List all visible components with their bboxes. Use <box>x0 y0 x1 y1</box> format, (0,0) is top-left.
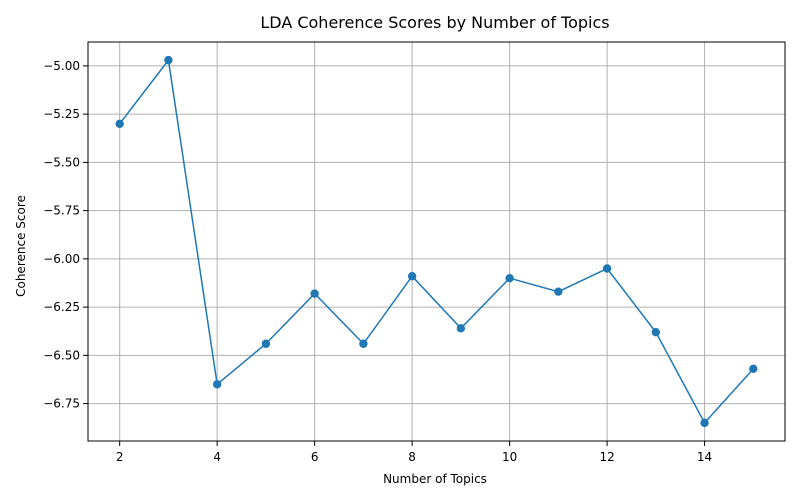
x-axis: 2 4 6 8 10 12 14 <box>116 441 712 464</box>
data-point <box>505 273 514 283</box>
y-tick-label: −6.50 <box>43 348 80 362</box>
y-tick-label: −6.25 <box>43 300 80 314</box>
data-point <box>310 289 319 298</box>
x-tick-label: 8 <box>408 450 416 464</box>
x-axis-label: Number of Topics <box>383 472 487 486</box>
data-point <box>359 339 368 348</box>
x-tick-label: 10 <box>502 450 517 464</box>
series-line <box>119 58 754 425</box>
x-tick-label: 6 <box>311 450 319 464</box>
data-point <box>456 324 466 333</box>
data-point <box>115 119 124 129</box>
chart-title: LDA Coherence Scores by Number of Topics <box>260 13 609 32</box>
data-point <box>212 380 222 389</box>
y-tick-label: −5.50 <box>43 155 80 169</box>
data-point <box>164 55 173 65</box>
y-axis: −5.00 −5.25 −5.50 −5.75 −6.00 −6.25 −6.50 −6.75 <box>43 59 88 411</box>
x-tick-label: 4 <box>213 450 221 464</box>
y-tick-label: −5.00 <box>43 59 80 73</box>
y-tick-label: −5.25 <box>43 107 80 121</box>
grid-lines <box>88 42 785 441</box>
data-point <box>407 272 417 281</box>
data-point <box>554 287 563 296</box>
x-tick-label: 12 <box>599 450 614 464</box>
data-point <box>700 418 709 428</box>
series-group <box>115 55 758 428</box>
x-tick-label: 14 <box>697 450 712 464</box>
plot-frame <box>87 41 786 442</box>
data-point <box>261 339 271 348</box>
data-point <box>749 364 758 374</box>
x-tick-label: 2 <box>116 450 124 464</box>
data-point <box>602 264 612 273</box>
y-tick-label: −5.75 <box>43 204 80 218</box>
y-axis-label: Coherence Score <box>14 195 28 297</box>
y-tick-label: −6.00 <box>43 252 80 266</box>
data-point <box>651 327 661 337</box>
y-tick-label: −6.75 <box>43 397 80 411</box>
